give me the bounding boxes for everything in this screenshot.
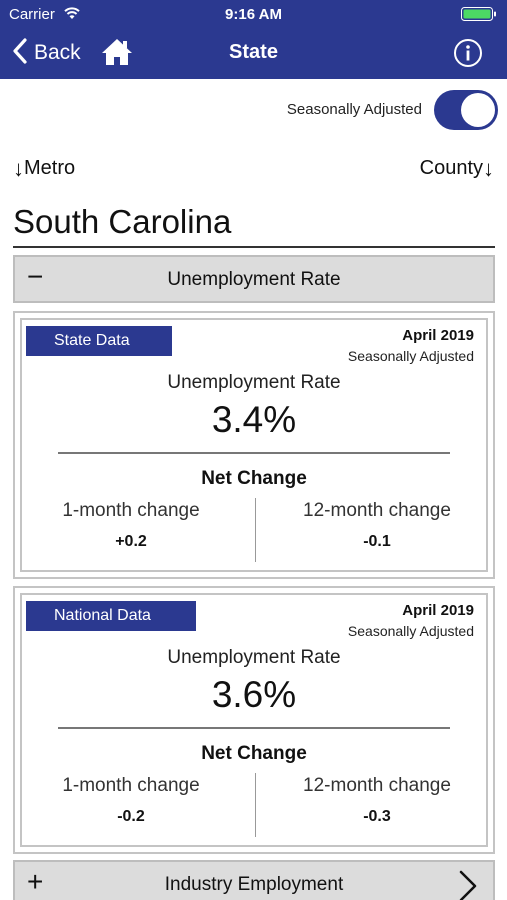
card-body: State Data April 2019 Seasonally Adjuste… [20,318,488,572]
twelve-month-change-value: -0.1 [363,533,391,550]
change-divider [255,498,256,562]
unemployment-rate-section-header[interactable]: − Unemployment Rate [13,255,495,303]
section-label: Unemployment Rate [167,269,341,290]
info-icon[interactable] [453,38,483,68]
twelve-month-change-label: 12-month change [303,500,451,521]
data-date: April 2019 [402,602,474,619]
chevron-right-icon [457,868,479,900]
status-time: 9:16 AM [225,6,282,23]
metric-value: 3.6% [211,674,297,715]
data-date: April 2019 [402,327,474,344]
seasonally-adjusted-label: Seasonally Adjusted [286,101,422,118]
page-title: South Carolina [13,203,232,240]
battery-icon [461,7,497,21]
chevron-left-icon [12,37,28,69]
status-bar: Carrier 9:16 AM [0,0,507,28]
collapse-icon: − [27,261,44,292]
toggle-knob [461,93,495,127]
section-label: Industry Employment [164,874,344,895]
net-change-heading: Net Change [201,743,307,764]
home-icon[interactable] [100,37,134,67]
back-label: Back [34,41,81,64]
seasonally-adjusted-toggle[interactable] [434,90,498,130]
national-data-badge: National Data [26,601,196,631]
back-button[interactable]: Back [12,37,81,69]
metric-label: Unemployment Rate [167,372,341,393]
expand-icon: + [27,866,44,897]
change-divider [255,773,256,837]
twelve-month-change-value: -0.3 [363,808,391,825]
state-data-badge: State Data [26,326,172,356]
national-data-card: National Data April 2019 Seasonally Adju… [13,586,495,854]
metro-label: Metro [24,157,76,179]
metro-link[interactable]: ↓ Metro [13,157,75,180]
one-month-change-value: +0.2 [115,533,147,550]
one-month-change-value: -0.2 [117,808,145,825]
metric-divider [58,727,450,729]
title-divider [13,246,495,248]
metric-value: 3.4% [211,399,297,440]
carrier-label: Carrier [9,6,55,23]
metric-label: Unemployment Rate [167,647,341,668]
metric-divider [58,452,450,454]
industry-employment-section-header[interactable]: + Industry Employment [13,860,495,900]
navigation-bar: Back State [0,28,507,79]
arrow-down-icon: ↓ [13,155,24,181]
county-link[interactable]: County ↓ [420,157,494,180]
twelve-month-change-label: 12-month change [303,775,451,796]
one-month-change-label: 1-month change [62,500,200,521]
county-label: County [419,157,483,179]
adjustment-label: Seasonally Adjusted [347,348,474,364]
card-body: National Data April 2019 Seasonally Adju… [20,593,488,847]
arrow-down-icon: ↓ [483,155,494,181]
adjustment-label: Seasonally Adjusted [347,623,474,639]
net-change-heading: Net Change [201,468,307,489]
one-month-change-label: 1-month change [62,775,200,796]
wifi-icon [63,6,81,25]
state-data-card: State Data April 2019 Seasonally Adjuste… [13,311,495,579]
